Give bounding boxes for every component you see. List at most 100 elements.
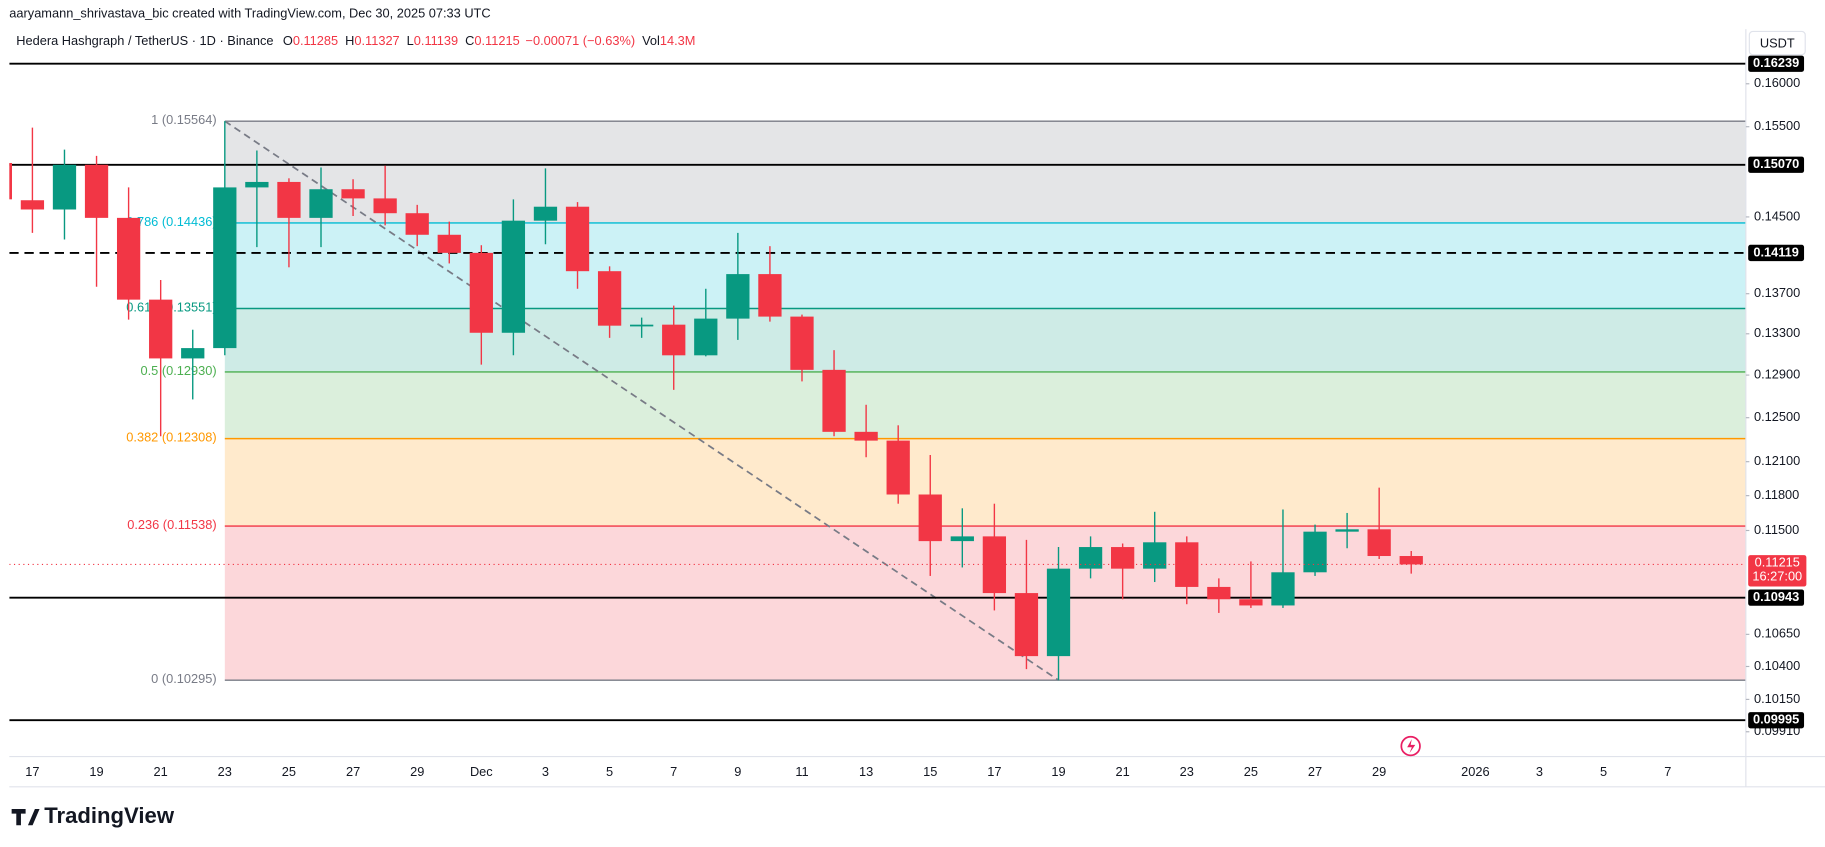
y-tick-label: 0.13700 [1754,285,1800,300]
x-tick-label: 11 [795,764,808,779]
candle-body [1111,547,1135,569]
ohlc-label: C [465,33,474,48]
candle-body [373,198,397,214]
candle-body [52,164,77,210]
event-icon [1400,735,1421,757]
y-tick-label: 0.10650 [1754,626,1800,641]
candle-body [9,162,12,200]
volume: 14.3M [660,33,696,48]
currency: USDT [1760,36,1795,51]
x-tick-label: 7 [670,764,677,779]
candle-body [982,536,1007,594]
candle-body [918,494,942,542]
candle-body [469,252,493,333]
ohlc-value: 0.11139 [414,33,458,48]
x-tick-label: 3 [542,764,549,779]
candle-body [405,213,429,235]
candle-body [1335,529,1359,532]
y-tick-label: 0.12100 [1754,453,1800,468]
price-label: 0.14119 [1753,244,1799,259]
candle-body [1271,572,1295,606]
x-tick-label: 7 [1664,764,1671,779]
candle-body [213,187,237,349]
candle-body [1207,586,1231,600]
price-label: 0.10943 [1753,589,1799,604]
y-tick-label: 0.14500 [1754,208,1800,223]
x-tick-label: 5 [1600,764,1607,779]
fib-ratio: 1 [151,113,158,128]
x-tick-label: 17 [25,764,39,779]
x-tick-label: Dec [470,764,493,779]
candle-body [149,299,173,359]
fib-label: 0.236 (0.11538) [127,517,216,532]
y-tick-label: 0.10150 [1754,691,1800,706]
fib-price: (0.12308) [162,430,217,445]
y-tick-label: 0.11500 [1754,522,1799,537]
candle-body [1239,599,1263,606]
y-tick-label: 0.12500 [1754,409,1800,424]
candle-body [309,189,333,218]
price-label-box [1748,156,1805,173]
candle-body [758,274,782,317]
x-tick-label: 5 [606,764,613,779]
fib-label: 0.5 (0.12930) [141,363,217,378]
candle-body [726,274,750,319]
candle-body [822,369,846,432]
fib-ratio: 0.5 [141,363,159,378]
candle-body [630,324,654,327]
last-price-label: 0.11215 [1755,555,1800,570]
price-label-box [1748,244,1805,262]
event-icon-bolt [1407,739,1416,754]
candle-body [597,271,622,326]
candle-body [790,316,814,370]
attribution: aaryamann_shrivastava_bic created with T… [9,5,490,20]
countdown: 16:27:00 [1752,569,1802,584]
x-tick-label: 29 [410,764,424,779]
last-price-box [1748,555,1807,587]
x-tick-label: 19 [1051,764,1065,779]
fib-label: 0 (0.10295) [151,672,216,687]
fib-band [224,371,1746,439]
candle-body [20,200,45,210]
candle-body [1367,529,1391,557]
candle-body [886,440,910,495]
candle-body [1014,593,1039,657]
fib-price: (0.12930) [162,363,217,378]
candle-body [501,220,526,333]
candle-body [245,181,269,188]
candle-body [1175,542,1199,587]
candle-body [1046,568,1071,657]
fib-band [224,121,1746,223]
y-tick-label: 0.16000 [1754,75,1800,90]
candle-body [533,206,558,221]
volume-label: Vol [642,33,660,48]
brand-logo: TradingView [11,803,175,828]
x-tick-label: 21 [154,764,168,779]
change: −0.00071 (−0.63%) [526,33,636,48]
y-tick-label: 0.15500 [1754,118,1800,133]
candle-body [437,234,461,253]
x-tick-label: 3 [1536,764,1543,779]
x-tick-label: 29 [1372,764,1386,779]
candle-body [116,217,141,300]
x-tick-label: 2026 [1461,764,1489,779]
fib-price: (0.14436) [162,214,217,229]
symbol-title: Hedera Hashgraph / TetherUS · 1D · Binan… [16,33,273,48]
x-tick-label: 15 [923,764,937,779]
candle-body [694,318,718,356]
candle-body [1078,547,1103,569]
candle-body [950,536,974,542]
candle-body [341,189,365,199]
y-tick-label: 0.11800 [1754,487,1799,502]
fib-band [224,438,1746,527]
fib-price: (0.13551) [162,300,217,315]
plot-area: 1 (0.15564)0.786 (0.14436)0.618 (0.13551… [9,62,1746,722]
y-tick-label: 0.10400 [1754,658,1800,673]
x-tick-label: 13 [859,764,873,779]
price-label: 0.09995 [1753,712,1799,727]
fib-price: (0.10295) [162,672,217,687]
fib-label: 1 (0.15564) [151,113,216,128]
fib-label: 0.382 (0.12308) [126,430,216,445]
